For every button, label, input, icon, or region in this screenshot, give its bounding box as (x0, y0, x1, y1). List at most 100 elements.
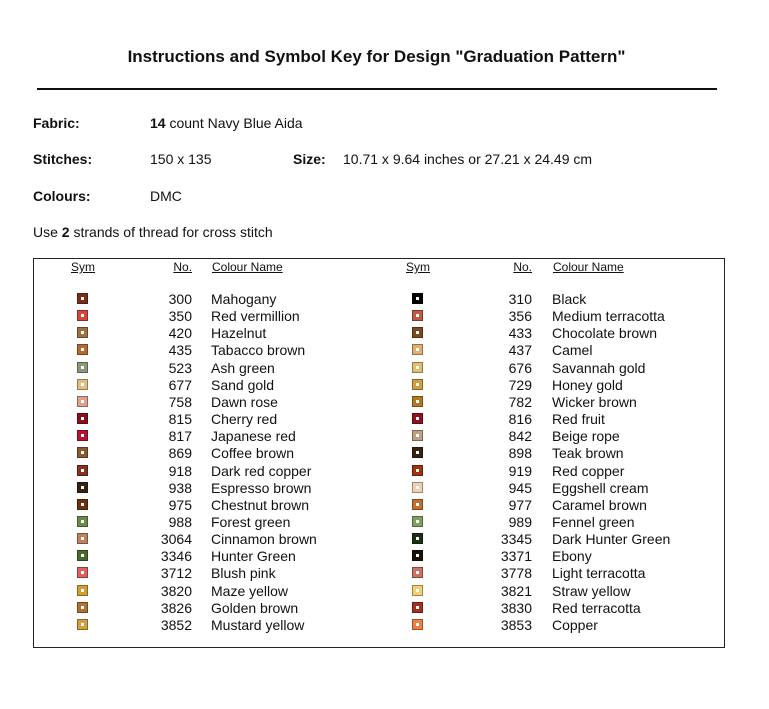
colour-number: 842 (508, 428, 532, 445)
symbol-icon (77, 464, 88, 476)
colour-number: 420 (168, 325, 192, 342)
symbol-icon (412, 310, 423, 322)
colour-number: 817 (168, 428, 192, 445)
colour-number: 869 (168, 445, 192, 462)
symbol-glyph (416, 331, 419, 335)
symbol-icon (412, 447, 423, 459)
colour-number: 3371 (500, 548, 532, 565)
symbol-glyph (81, 399, 84, 403)
symbol-glyph (416, 417, 419, 421)
colour-name: Wicker brown (552, 393, 637, 410)
symbol-glyph (416, 537, 419, 541)
symbol-glyph (416, 314, 419, 318)
symbol-icon (77, 327, 88, 339)
symbol-icon (77, 293, 88, 304)
colour-name: Maze yellow (211, 582, 289, 599)
colour-name: Teak brown (552, 445, 624, 462)
colour-number: 988 (168, 513, 192, 530)
colour-number: 3820 (160, 582, 192, 599)
symbol-glyph (416, 588, 419, 592)
symbol-glyph (81, 382, 84, 386)
colour-number: 3345 (500, 531, 532, 548)
symbol-glyph (416, 451, 419, 455)
header-no: No. (513, 260, 532, 274)
symbol-icon (77, 567, 88, 579)
symbol-glyph (416, 485, 419, 489)
colour-number: 310 (508, 291, 532, 307)
colour-number: 989 (508, 513, 532, 530)
colours-label: Colours: (33, 188, 91, 204)
colour-name: Caramel brown (552, 496, 647, 513)
colour-number: 677 (168, 376, 192, 393)
colour-number: 3821 (500, 582, 532, 599)
symbol-icon (77, 310, 88, 322)
colour-name: Chocolate brown (552, 325, 658, 342)
fabric-label: Fabric: (33, 115, 80, 131)
colour-number: 898 (508, 445, 532, 462)
symbol-icon (77, 584, 88, 596)
instruction-count: 2 (61, 224, 70, 240)
symbol-icon (77, 378, 88, 390)
colours-value: DMC (150, 188, 182, 204)
colour-number: 3346 (160, 548, 192, 565)
symbol-glyph (81, 297, 84, 300)
colour-number: 945 (508, 479, 532, 496)
colour-number: 977 (508, 496, 532, 513)
symbol-icon (77, 515, 88, 527)
colour-number: 350 (168, 308, 192, 325)
colour-name: Cherry red (211, 411, 278, 428)
colour-number: 433 (508, 325, 532, 342)
symbol-glyph (416, 297, 419, 300)
symbol-icon (77, 550, 88, 562)
instruction: Use 2 strands of thread for cross stitch (33, 224, 273, 240)
colour-number: 729 (508, 376, 532, 393)
colour-name: Red fruit (552, 411, 605, 428)
colour-name: Blush pink (211, 565, 276, 582)
colour-number: 918 (168, 462, 192, 479)
symbol-icon (412, 550, 423, 562)
symbol-glyph (416, 399, 419, 403)
symbol-icon (412, 464, 423, 476)
colour-name: Beige rope (552, 428, 620, 445)
symbol-glyph (81, 365, 84, 369)
colour-name: Japanese red (211, 428, 296, 445)
colour-name: Dark Hunter Green (552, 531, 671, 548)
symbol-icon (77, 430, 88, 442)
symbol-icon (77, 395, 88, 407)
symbol-glyph (81, 519, 84, 523)
colour-number: 3712 (160, 565, 192, 582)
colour-name: Medium terracotta (552, 308, 665, 325)
symbol-icon (412, 567, 423, 579)
symbol-glyph (81, 622, 84, 626)
symbol-glyph (416, 434, 419, 438)
symbol-glyph (81, 434, 84, 438)
symbol-glyph (81, 502, 84, 506)
symbol-table: Sym No. Colour Name 300 Mahogany 350 Red vermi… (33, 258, 725, 648)
symbol-icon (412, 498, 423, 510)
colour-number: 523 (168, 359, 192, 376)
fabric-value: count Navy Blue Aida (169, 115, 303, 131)
colour-name: Hunter Green (211, 548, 296, 565)
instruction-end: strands of thread for cross stitch (73, 224, 273, 240)
symbol-icon (412, 584, 423, 596)
symbol-icon (77, 498, 88, 510)
symbol-glyph (81, 417, 84, 421)
symbol-glyph (416, 468, 419, 472)
header-no: No. (173, 260, 192, 274)
colour-name: Dark red copper (211, 462, 312, 479)
symbol-glyph (81, 571, 84, 575)
colour-name: Black (552, 291, 587, 307)
symbol-glyph (81, 348, 84, 352)
symbol-glyph (81, 588, 84, 592)
colour-name: Red vermillion (211, 308, 300, 325)
symbol-icon (77, 618, 88, 630)
symbol-icon (412, 618, 423, 630)
symbol-icon (77, 533, 88, 545)
symbol-glyph (81, 537, 84, 541)
colour-number: 356 (508, 308, 532, 325)
colour-number: 919 (508, 462, 532, 479)
symbol-glyph (81, 468, 84, 472)
fabric-row: 14 count Navy Blue Aida (150, 115, 303, 131)
symbol-icon (412, 395, 423, 407)
